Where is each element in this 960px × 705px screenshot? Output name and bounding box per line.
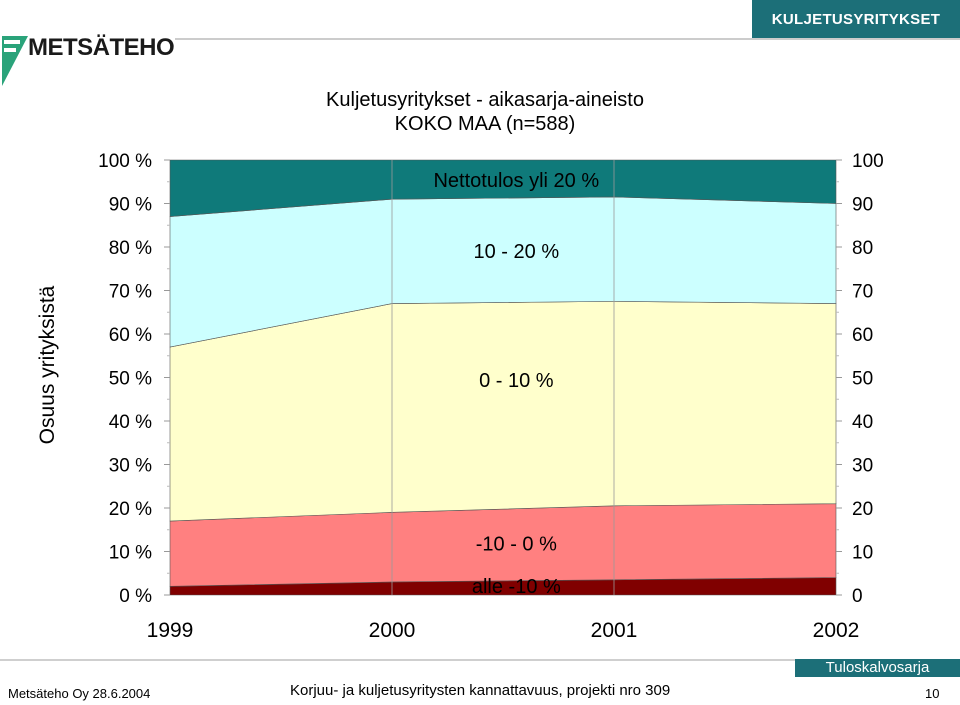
footer-date: Metsäteho Oy 28.6.2004 [8,686,151,701]
y-tick-label-left: 0 % [119,586,152,607]
y-tick-label-left: 60 % [109,325,152,346]
area-0-10 [169,301,837,522]
y-tick-label-right: 90 [852,195,873,216]
tick-labels: 0 % 10 % 20 % 30 % 40 % 50 % 60 % 70 % 80 % 90 % 1… [98,151,884,642]
logo-wordmark: METSÄTEHO [28,34,175,61]
x-tick-label: 1999 [147,619,194,642]
x-tick-label: 2002 [813,619,860,642]
series-label: -10 - 0 % [476,534,557,556]
series-label: alle -10 % [472,576,561,598]
y-tick-label-left: 10 % [109,543,152,564]
header-divider [175,38,960,40]
series-label: 10 - 20 % [474,241,560,263]
y-tick-label-right: 20 [852,499,873,520]
series-labels: alle -10 % -10 - 0 % 0 - 10 % 10 - 20 % Nett… [433,170,599,598]
chart-title-main: Kuljetusyritykset - aikasarja-aineisto [326,89,644,111]
chart-title: Kuljetusyritykset - aikasarja-aineisto K… [270,88,700,136]
y-tick-label-right: 10 [852,543,873,564]
y-tick-label-left: 90 % [109,195,152,216]
y-tick-label-right: 30 [852,456,873,477]
axis-ticks [164,159,842,596]
area-series-group [169,159,837,596]
y-tick-label-left: 40 % [109,412,152,433]
y-tick-label-right: 70 [852,282,873,303]
y-tick-label-left: 20 % [109,499,152,520]
x-tick-label: 2001 [591,619,638,642]
footer-project: Korjuu- ja kuljetusyritysten kannattavuu… [290,682,671,699]
y-tick-label-left: 70 % [109,282,152,303]
y-tick-label-left: 80 % [109,238,152,259]
section-header-badge: KULJETUSYRITYKSET [752,0,960,38]
footer-tag: Tuloskalvosarja [795,659,960,677]
y-tick-label-left: 100 % [98,151,152,172]
series-label: Nettotulos yli 20 % [433,170,599,192]
series-label: 0 - 10 % [479,370,554,392]
y-tick-label-left: 50 % [109,369,152,390]
chart-subtitle: KOKO MAA (n=588) [394,113,576,135]
y-tick-label-right: 40 [852,412,873,433]
y-tick-label-right: 60 [852,325,873,346]
metsateho-logo-icon [2,36,28,86]
page-number: 10 [925,686,940,701]
footer-divider [0,659,795,661]
x-tick-label: 2000 [369,619,416,642]
y-tick-label-right: 0 [852,586,863,607]
y-tick-label-right: 100 [852,151,884,172]
y-tick-label-right: 80 [852,238,873,259]
y-tick-label-left: 30 % [109,456,152,477]
x-grid-lines [391,160,615,595]
y-tick-label-right: 50 [852,369,873,390]
